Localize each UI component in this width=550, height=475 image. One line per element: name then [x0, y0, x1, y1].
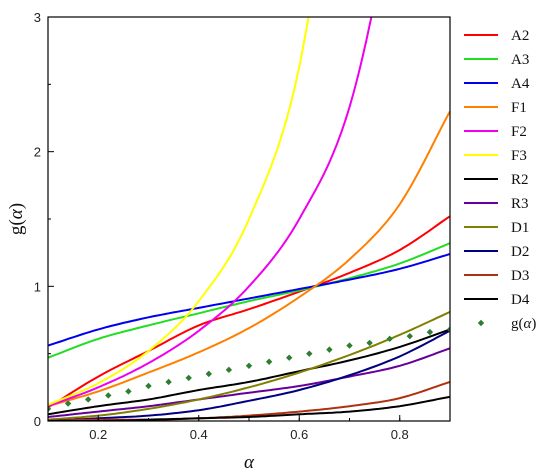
- legend-label-g-alpha: g(α): [511, 316, 536, 332]
- legend-swatch-g-alpha: [477, 319, 485, 327]
- legend-label-r3: R3: [511, 196, 529, 212]
- series-line-r2: [48, 328, 450, 416]
- scatter-point: [64, 400, 72, 407]
- scatter-point: [125, 388, 132, 395]
- legend-label-f1: F1: [511, 100, 527, 116]
- legend-label-a3: A3: [511, 52, 529, 68]
- axis-layer: 0.2 0.4 0.6 0.8 0 1 2 3: [34, 10, 451, 442]
- scatter-point: [185, 374, 192, 382]
- scatter-point: [426, 328, 434, 336]
- y-tick-label: 3: [34, 10, 41, 25]
- x-tick-label: 0.2: [89, 427, 107, 442]
- scatter-point: [165, 378, 172, 386]
- scatter-point: [386, 335, 393, 343]
- legend-label-f2: F2: [511, 124, 527, 140]
- scatter-point: [245, 362, 253, 369]
- scatter-point: [225, 366, 233, 374]
- x-tick-label: 0.8: [391, 427, 409, 442]
- series-line-d1: [48, 310, 450, 421]
- scatter-point: [346, 342, 353, 349]
- y-tick-label: 1: [34, 279, 41, 294]
- legend-label-d1: D1: [511, 220, 529, 236]
- series-line-f2: [48, 17, 373, 408]
- scatter-point: [406, 332, 413, 340]
- legend-label-d2: D2: [511, 244, 529, 260]
- legend: A2 A3 A4 F1 F2 F3 R2 R3 D1 D2 D3 D4 g(α): [464, 28, 536, 332]
- scatter-point: [286, 354, 293, 361]
- scatter-point: [205, 370, 212, 378]
- scatter-point: [85, 396, 92, 403]
- scatter-point: [48, 405, 52, 413]
- scatter-point: [145, 382, 152, 390]
- series-line-a3: [48, 242, 450, 359]
- x-tick-label: 0.6: [290, 427, 308, 442]
- x-tick-label: 0.4: [190, 427, 208, 442]
- scatter-point: [265, 358, 273, 365]
- legend-label-d4: D4: [511, 292, 530, 308]
- scatter-point: [306, 350, 313, 357]
- legend-label-f3: F3: [511, 148, 527, 164]
- series-line-f3: [48, 17, 310, 406]
- scatter-point: [326, 346, 333, 353]
- scatter-layer: [48, 326, 450, 413]
- y-tick-label: 2: [34, 145, 41, 160]
- legend-label-d3: D3: [511, 268, 529, 284]
- scatter-point: [446, 326, 450, 333]
- series-line-d3: [48, 380, 450, 421]
- y-axis-title: g(α): [6, 203, 27, 235]
- series-line-a4: [48, 253, 450, 347]
- y-tick-label: 0: [34, 414, 41, 429]
- series-line-a2: [48, 215, 450, 409]
- legend-label-a2: A2: [511, 28, 529, 44]
- x-axis-title: α: [244, 452, 255, 473]
- legend-label-a4: A4: [511, 76, 530, 92]
- legend-label-r2: R2: [511, 172, 529, 188]
- scatter-point: [366, 339, 373, 347]
- series-line-d2: [48, 329, 450, 421]
- scatter-point: [105, 392, 112, 399]
- series-line-f1: [48, 110, 450, 408]
- series-line-r3: [48, 347, 450, 418]
